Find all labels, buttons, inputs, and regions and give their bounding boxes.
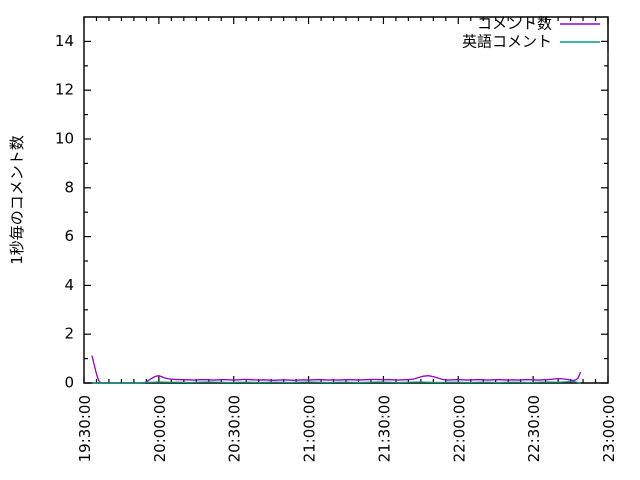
series-line-comment-count (91, 355, 582, 384)
x-axis-ticks (83, 17, 609, 383)
legend-label-comment-count: コメント数 (477, 15, 552, 33)
x-tick-label: 22:00:00 (450, 395, 468, 462)
x-tick-label: 21:00:00 (301, 395, 319, 462)
y-tick-label: 0 (64, 374, 74, 392)
y-axis-tick-labels: 0 2 4 6 8 10 12 14 (55, 32, 74, 392)
y-tick-label: 4 (64, 276, 74, 294)
x-tick-label: 22:30:00 (525, 395, 543, 462)
y-tick-label: 6 (64, 227, 74, 245)
chart-legend: コメント数 英語コメント (462, 15, 609, 51)
y-tick-label: 8 (64, 178, 74, 196)
y-tick-label: 14 (55, 32, 74, 50)
y-tick-label: 10 (55, 130, 74, 148)
y-tick-label: 12 (55, 81, 74, 99)
x-axis-tick-labels: 19:30:00 20:00:00 20:30:00 21:00:00 21:30:00… (76, 395, 618, 462)
x-tick-label: 21:30:00 (375, 395, 393, 462)
x-tick-label: 20:30:00 (226, 395, 244, 462)
y-axis-label: 1秒毎のコメント数 (8, 135, 26, 265)
plot-frame (83, 16, 609, 384)
y-axis-ticks (84, 40, 608, 384)
series-line-english-comment (91, 380, 581, 384)
legend-label-english-comment: 英語コメント (462, 33, 552, 51)
y-tick-label: 2 (64, 325, 74, 343)
x-tick-label: 19:30:00 (76, 395, 94, 462)
series-group (91, 355, 582, 384)
x-tick-label: 23:00:00 (600, 395, 618, 462)
x-tick-label: 20:00:00 (151, 395, 169, 462)
